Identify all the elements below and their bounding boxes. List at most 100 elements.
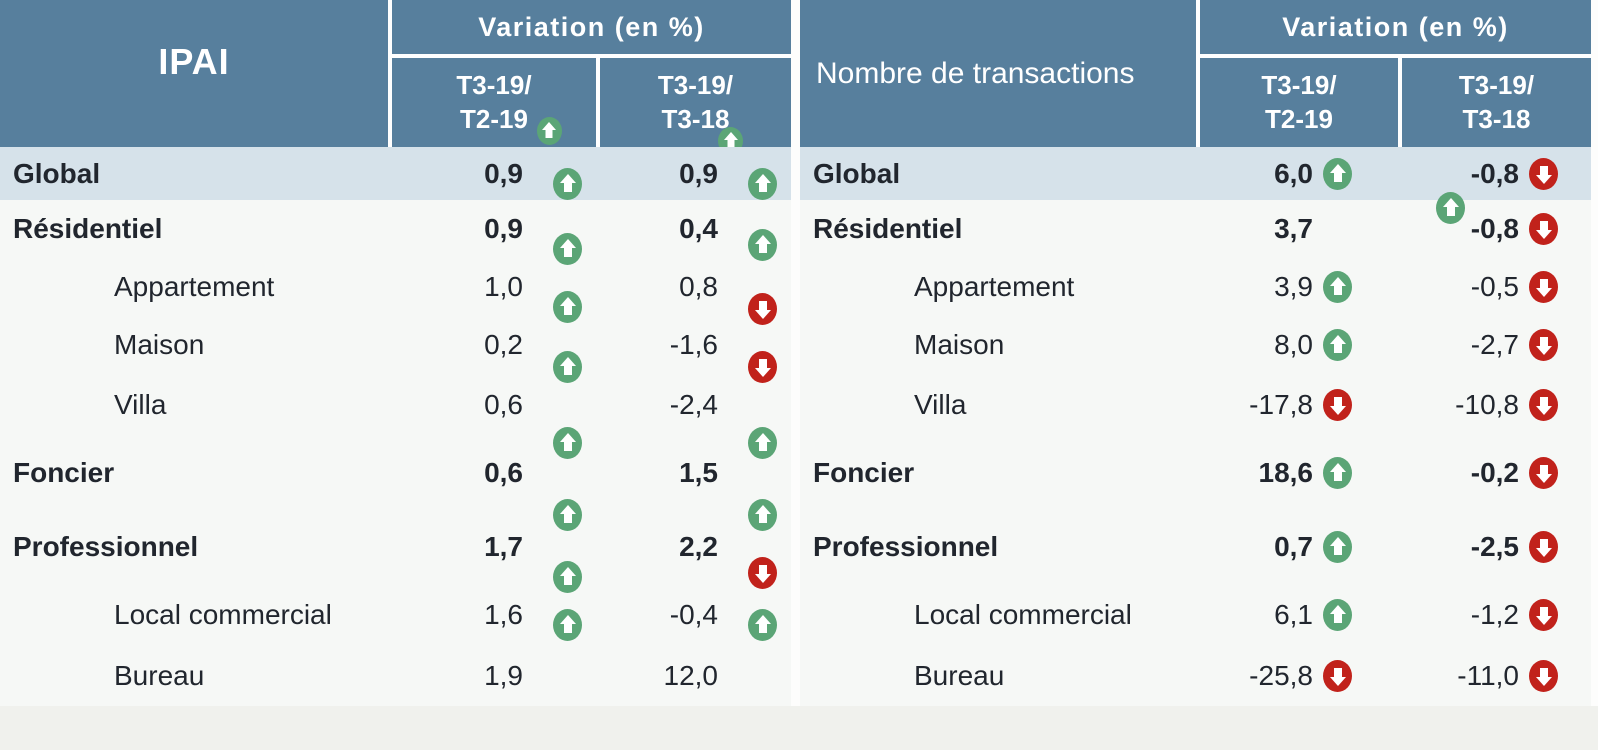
value: -0,4 <box>669 599 718 630</box>
table-row: Villa 0,6 -2,4 <box>0 374 791 459</box>
column-header-t319-t219: T3-19/ T2-19 <box>1200 58 1398 147</box>
value: 0,9 <box>484 157 523 189</box>
table-row: Professionnel 0,7 -2,5 <box>800 510 1591 584</box>
period-line1: T3-19/ <box>657 69 734 100</box>
value: -10,8 <box>1455 389 1519 420</box>
table-row: Global 6,0 -0,8 <box>800 147 1591 200</box>
trend-arrow-icon <box>748 499 777 531</box>
row-label: Appartement <box>114 271 275 302</box>
column-header-t319-t219: T3-19/ T2-19 <box>392 58 596 147</box>
value: 1,0 <box>484 271 523 302</box>
trend-arrow-icon <box>1323 599 1352 631</box>
variation-value-cell: 12,0 <box>596 660 791 692</box>
variation-value-cell: -2,5 <box>1398 531 1591 563</box>
variation-value-cell: 1,7 <box>392 531 596 593</box>
value: -2,7 <box>1470 329 1519 360</box>
value: 3,7 <box>1274 213 1313 244</box>
subheader-vertical-divider <box>596 58 600 147</box>
row-label: Foncier <box>813 457 915 488</box>
value: 0,8 <box>679 271 718 302</box>
trend-arrow-icon <box>1323 329 1352 361</box>
value: 12,0 <box>663 660 719 691</box>
variation-value-cell: 8,0 <box>1200 329 1398 361</box>
trend-arrow-icon <box>553 291 582 323</box>
variation-value-cell: 2,2 <box>596 531 791 589</box>
trend-arrow-icon <box>553 609 582 641</box>
value: -0,5 <box>1470 271 1519 302</box>
row-label: Maison <box>114 329 205 360</box>
variation-value-cell: -2,4 <box>596 389 791 459</box>
period-subheader-row: T3-19/ T2-19 T3-19/ T3-18 <box>392 58 791 155</box>
variation-value-cell: 1,9 <box>392 660 596 692</box>
trend-arrow-icon <box>1529 157 1558 190</box>
value: -11,0 <box>1457 660 1519 691</box>
trend-arrow-icon <box>1529 457 1558 489</box>
trend-arrow-icon <box>1323 457 1352 489</box>
table-row: Bureau -25,8 -11,0 <box>800 646 1591 706</box>
trend-arrow-icon <box>1323 271 1352 303</box>
value: 0,4 <box>679 213 718 244</box>
variation-value-cell: 6,1 <box>1200 599 1398 631</box>
table-row: Foncier 0,6 1,5 <box>0 436 791 531</box>
value: 0,6 <box>484 389 523 420</box>
trend-arrow-icon <box>553 427 582 459</box>
trend-arrow-icon <box>748 229 777 261</box>
variation-value-cell: 1,5 <box>596 457 791 531</box>
period-line1: T3-19/ <box>1261 69 1337 100</box>
ipai-table: IPAI Variation (en %) T3-19/ T2-19 <box>0 0 791 706</box>
trend-arrow-icon <box>1529 389 1558 421</box>
trend-arrow-icon <box>1323 531 1352 563</box>
subheader-vertical-divider <box>1398 58 1402 147</box>
value: 2,2 <box>679 531 718 562</box>
row-label: Professionnel <box>813 531 999 562</box>
column-header-text: T3-19/ T3-18 <box>1459 69 1534 137</box>
column-header-t319-t318: T3-19/ T3-18 <box>1402 58 1591 147</box>
ipai-title: IPAI <box>158 40 230 82</box>
value: 0,2 <box>484 329 523 360</box>
period-subheader-row: T3-19/ T2-19 T3-19/ T3-18 <box>1200 58 1591 147</box>
table-row: Appartement 3,9 -0,5 <box>800 258 1591 316</box>
header-vertical-divider <box>1196 0 1200 147</box>
value: -25,8 <box>1249 660 1313 691</box>
variation-value-cell: 3,9 <box>1200 271 1398 303</box>
variation-value-cell: 0,7 <box>1200 531 1398 563</box>
variation-value-cell: 1,0 <box>392 271 596 323</box>
period-line1: T3-19/ <box>1458 69 1535 100</box>
trend-arrow-icon <box>748 167 777 200</box>
row-label: Bureau <box>914 660 1005 691</box>
table-row: Professionnel 1,7 2,2 <box>0 510 791 593</box>
column-header-text: T3-19/ T2-19 <box>1261 69 1336 137</box>
value: 6,0 <box>1274 157 1313 189</box>
period-line2: T2-19 <box>1265 103 1333 134</box>
value: -0,8 <box>1470 157 1519 189</box>
table-row: Global 0,9 0,9 <box>0 147 791 200</box>
row-label: Résidentiel <box>813 213 963 244</box>
row-label: Appartement <box>914 271 1075 302</box>
trend-arrow-icon <box>1529 531 1558 563</box>
value: 1,7 <box>484 531 523 562</box>
variation-value-cell: 1,6 <box>392 599 596 641</box>
variation-header-group: Variation (en %) T3-19/ T2-19 T3-19/ <box>1200 0 1591 147</box>
value: -1,6 <box>669 329 718 360</box>
up-arrow-icon <box>536 117 562 145</box>
trend-arrow-icon <box>1323 157 1352 190</box>
trend-arrow-icon <box>748 351 777 383</box>
row-label: Professionnel <box>13 531 199 562</box>
trend-arrow-icon <box>748 427 777 459</box>
table-row: Appartement 1,0 0,8 <box>0 258 791 325</box>
value: -2,5 <box>1470 531 1519 562</box>
trend-arrow-icon <box>1323 660 1352 692</box>
variation-value-cell: -1,6 <box>596 329 791 383</box>
variation-value-cell: -0,4 <box>596 599 791 641</box>
variation-value-cell: -0,5 <box>1398 271 1591 303</box>
table-row: Foncier 18,6 -0,2 <box>800 436 1591 510</box>
ipai-table-header: IPAI Variation (en %) T3-19/ T2-19 <box>0 0 791 155</box>
table-row: Résidentiel 0,9 0,4 <box>0 200 791 265</box>
table-row: Local commercial 1,6 -0,4 <box>0 584 791 646</box>
row-label: Bureau <box>114 660 205 691</box>
variation-value-cell: 0,6 <box>392 457 596 531</box>
variation-value-cell: -11,0 <box>1398 660 1591 692</box>
row-label: Maison <box>914 329 1005 360</box>
variation-value-cell: -25,8 <box>1200 660 1398 692</box>
variation-value-cell: -0,2 <box>1398 457 1591 489</box>
